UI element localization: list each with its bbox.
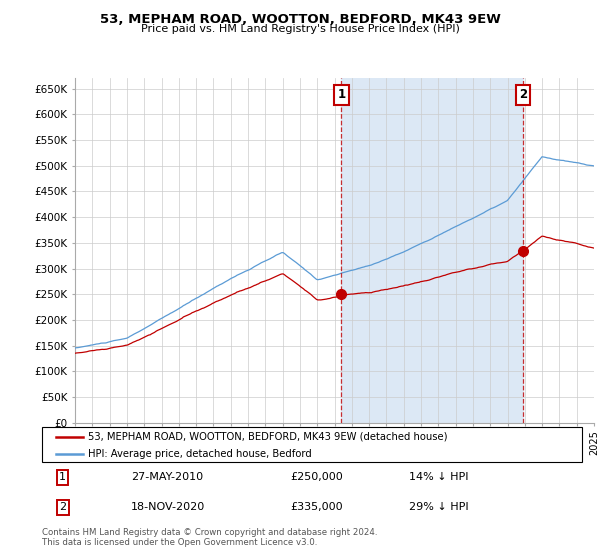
Text: £250,000: £250,000 [290,472,343,482]
Text: 27-MAY-2010: 27-MAY-2010 [131,472,203,482]
Text: Price paid vs. HM Land Registry's House Price Index (HPI): Price paid vs. HM Land Registry's House … [140,24,460,34]
Text: HPI: Average price, detached house, Bedford: HPI: Average price, detached house, Bedf… [88,449,311,459]
Text: 1: 1 [59,472,66,482]
FancyBboxPatch shape [42,427,582,462]
Text: 2: 2 [59,502,66,512]
Text: 29% ↓ HPI: 29% ↓ HPI [409,502,469,512]
Text: 1: 1 [337,88,346,101]
Bar [341,78,523,423]
Text: 14% ↓ HPI: 14% ↓ HPI [409,472,469,482]
Text: Contains HM Land Registry data © Crown copyright and database right 2024.
This d: Contains HM Land Registry data © Crown c… [42,528,377,547]
Text: 53, MEPHAM ROAD, WOOTTON, BEDFORD, MK43 9EW: 53, MEPHAM ROAD, WOOTTON, BEDFORD, MK43 … [100,13,500,26]
Text: 18-NOV-2020: 18-NOV-2020 [131,502,205,512]
Text: 53, MEPHAM ROAD, WOOTTON, BEDFORD, MK43 9EW (detached house): 53, MEPHAM ROAD, WOOTTON, BEDFORD, MK43 … [88,432,448,442]
Text: 2: 2 [519,88,527,101]
Text: £335,000: £335,000 [290,502,343,512]
